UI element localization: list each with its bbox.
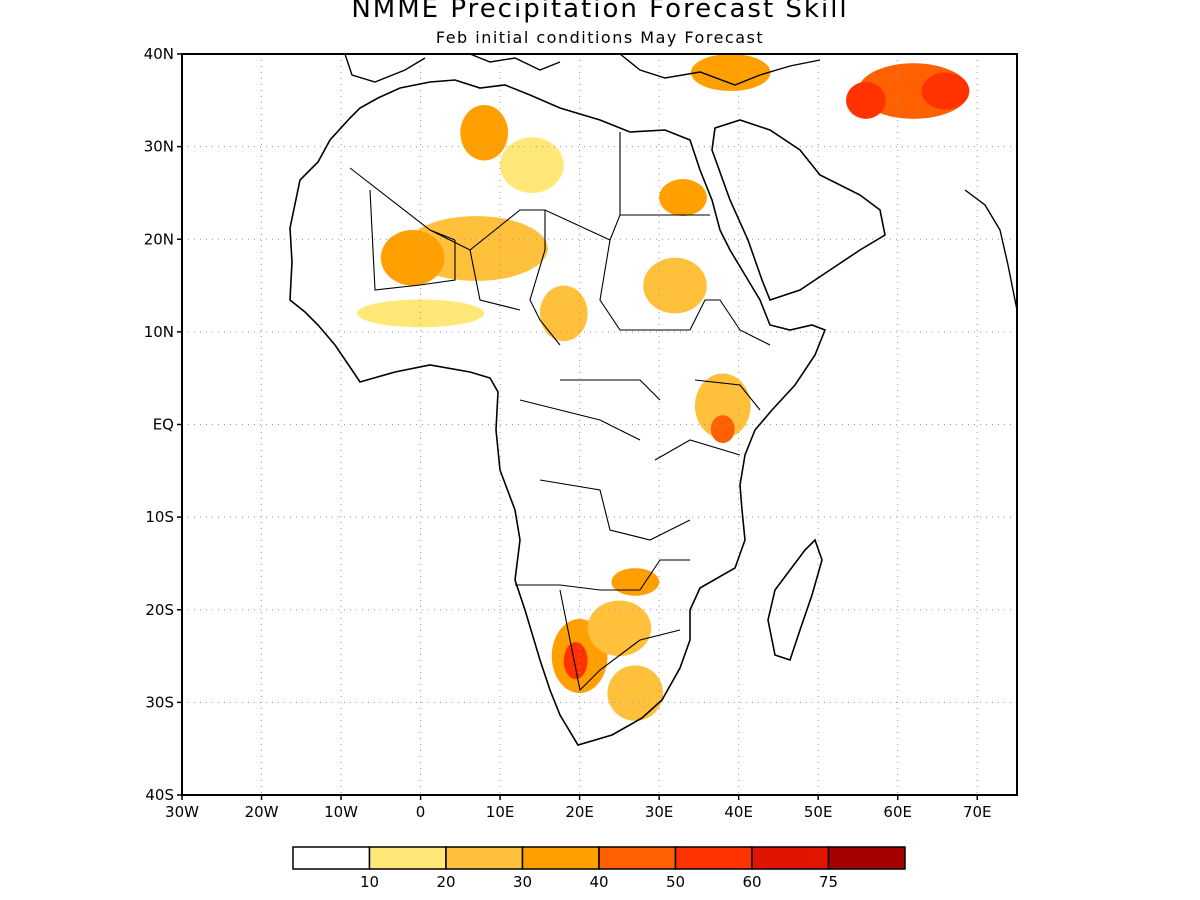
india-coastline (964, 189, 1017, 311)
map-subtitle: Feb initial conditions May Forecast (435, 28, 765, 47)
lat-tick-label: EQ (153, 416, 174, 434)
skill-region (587, 600, 652, 657)
colorbar-swatch (674, 846, 753, 870)
grid-lines (182, 54, 1017, 795)
africa-coastline (289, 79, 827, 746)
lon-tick-label: 30E (645, 803, 674, 821)
skill-region (611, 568, 660, 596)
lat-tick-label: 20N (144, 230, 174, 248)
skill-region (643, 257, 707, 314)
lat-tick-label: 30N (144, 138, 174, 156)
colorbar-swatch (598, 846, 677, 870)
colorbar-label: 50 (666, 873, 685, 891)
skill-region (694, 373, 751, 439)
colorbar-swatch (292, 846, 371, 870)
colorbar-label: 40 (589, 873, 608, 891)
europe-coastline (344, 54, 821, 86)
lon-tick-label: 0 (416, 803, 426, 821)
lon-tick-label: 50E (804, 803, 833, 821)
lon-tick-label: 70E (963, 803, 992, 821)
lon-tick-label: 60E (883, 803, 912, 821)
lat-tick-label: 40S (145, 786, 174, 804)
colorbar-label: 30 (513, 873, 532, 891)
colorbar-swatch (445, 846, 524, 870)
colorbar-label: 10 (360, 873, 379, 891)
skill-region (380, 229, 445, 286)
lat-tick-label: 10S (145, 508, 174, 526)
arabia-coastline (711, 119, 886, 301)
skill-region (710, 415, 735, 444)
colorbar: 10 20 30 40 50 60 75 (292, 846, 906, 891)
colorbar-label: 60 (742, 873, 761, 891)
skill-region (607, 665, 664, 721)
skill-region (659, 179, 707, 217)
skill-region (690, 54, 771, 92)
lat-tick-label: 10N (144, 323, 174, 341)
skill-region (846, 81, 886, 119)
skill-region (460, 104, 509, 161)
map-title: NMME Precipitation Forecast Skill (351, 0, 849, 24)
skill-shading-layer (356, 54, 970, 721)
colorbar-swatch (827, 846, 906, 870)
colorbar-swatch (521, 846, 600, 870)
lon-tick-label: 20W (245, 803, 279, 821)
lat-tick-label: 40N (144, 45, 174, 63)
skill-region (356, 299, 485, 328)
country-borders (349, 132, 771, 692)
lon-tick-label: 10W (324, 803, 358, 821)
lon-tick-label: 30W (165, 803, 199, 821)
lon-tick-label: 40E (724, 803, 753, 821)
lon-tick-label: 20E (565, 803, 594, 821)
colorbar-label: 75 (819, 873, 838, 891)
colorbar-label: 20 (436, 873, 455, 891)
coastline-layer (289, 54, 1017, 746)
skill-region (500, 137, 564, 193)
skill-region (539, 285, 588, 342)
lat-tick-label: 30S (145, 693, 174, 711)
map-frame (181, 53, 1018, 796)
lon-tick-label: 10E (486, 803, 515, 821)
skill-region (921, 72, 970, 110)
madagascar-coastline (767, 538, 823, 662)
skill-region (563, 642, 588, 680)
colorbar-swatch (751, 846, 830, 870)
lat-tick-label: 20S (145, 601, 174, 619)
colorbar-swatch (368, 846, 447, 870)
